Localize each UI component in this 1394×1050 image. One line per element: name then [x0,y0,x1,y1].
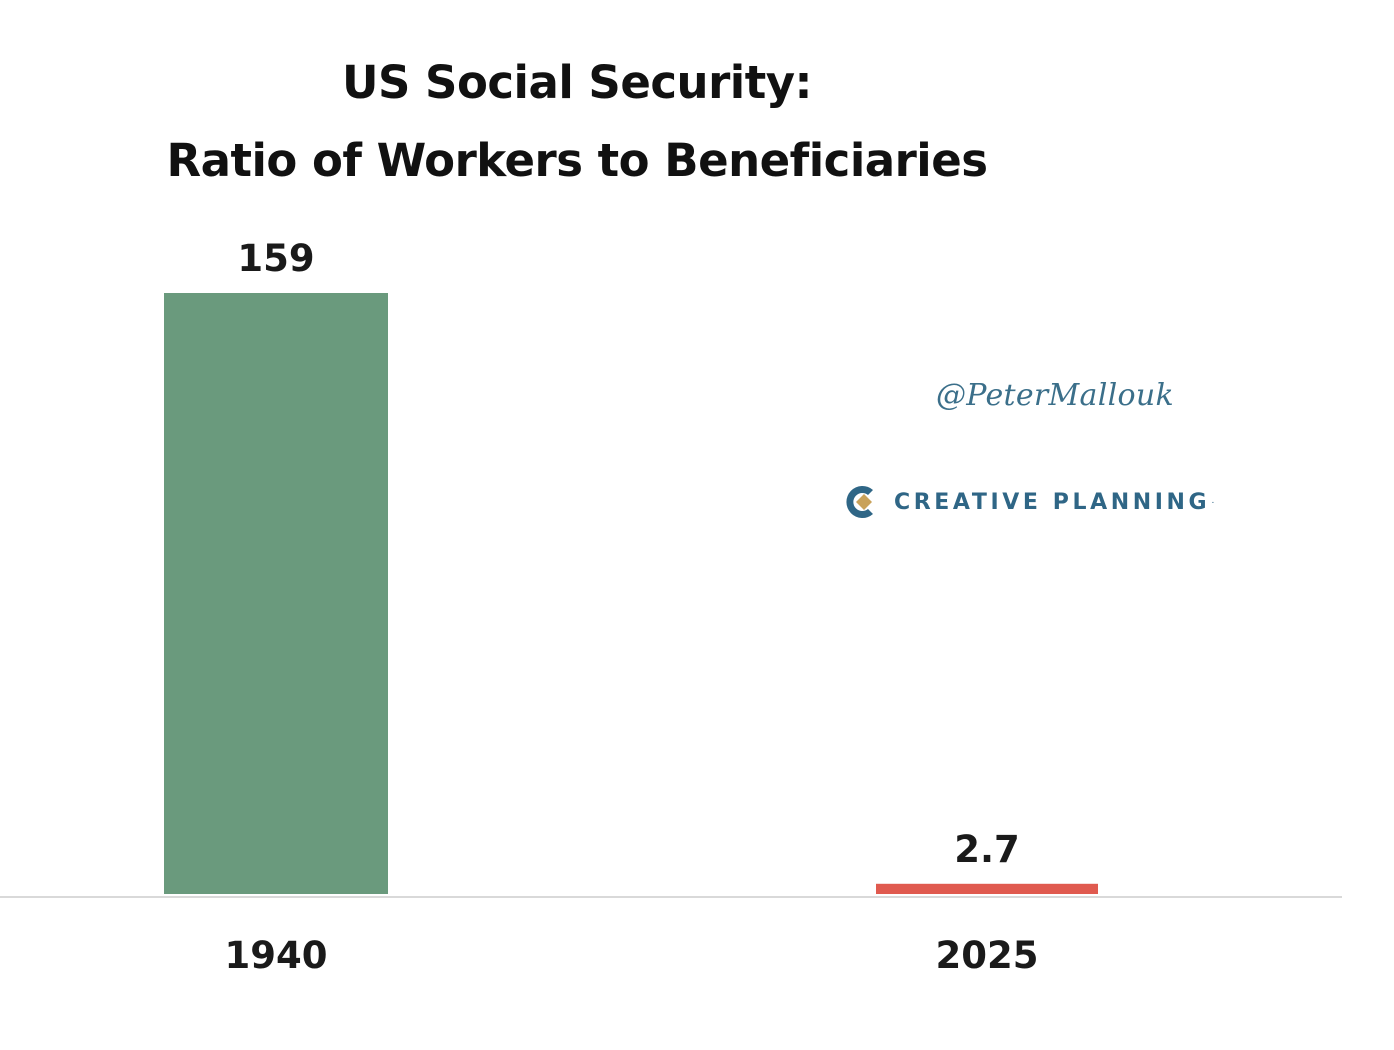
watermark-handle: @PeterMallouk [936,378,1174,413]
chart-title: US Social Security: Ratio of Workers to … [0,44,1154,200]
chart-title-line-1: US Social Security: [341,56,813,109]
x-tick-label-2025: 2025 [936,934,1039,977]
creative-planning-logo-icon [846,486,873,518]
brand-mark: · [1211,496,1215,508]
x-tick-label-1940: 1940 [225,934,328,977]
bar-1940 [164,293,388,894]
brand-watermark: CREATIVE PLANNING · [842,480,1215,524]
chart-title-line-2: Ratio of Workers to Beneficiaries [166,134,988,187]
value-label-2025: 2.7 [954,828,1020,871]
bar-2025 [876,883,1098,894]
brand-name: CREATIVE PLANNING [894,489,1211,515]
value-label-1940: 159 [237,237,314,280]
